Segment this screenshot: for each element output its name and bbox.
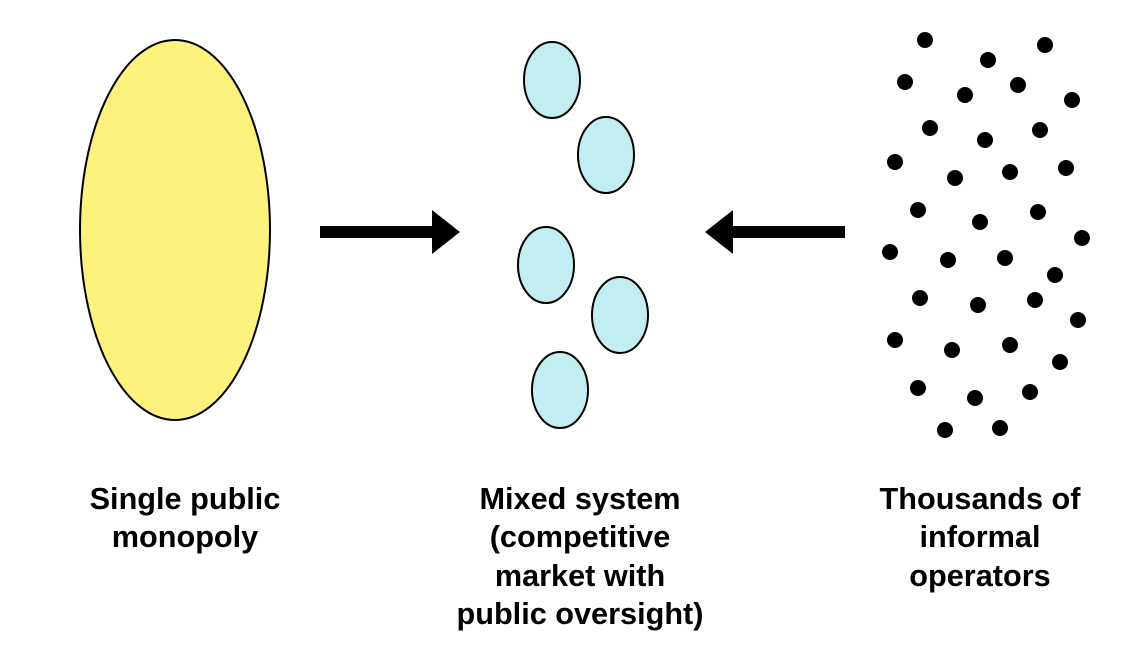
informal-label: Thousands ofinformaloperators	[855, 480, 1105, 595]
mixed-label: Mixed system(competitivemarket withpubli…	[445, 480, 715, 633]
monopoly-label: Single publicmonopoly	[60, 480, 310, 557]
